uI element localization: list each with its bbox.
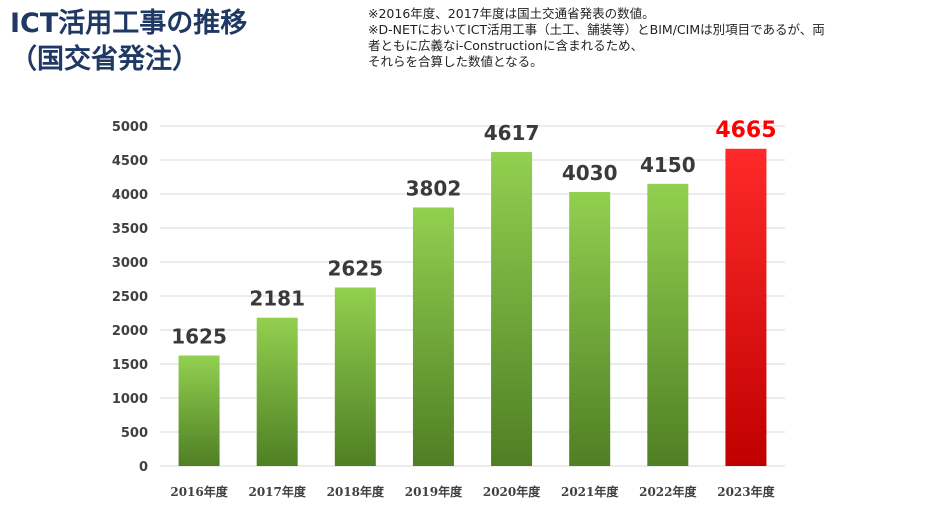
note-line-4: それらを合算した数値となる。 xyxy=(368,54,543,69)
bar-2021年度 xyxy=(569,191,611,466)
y-tick-label: 2500 xyxy=(112,290,148,305)
data-label: 4617 xyxy=(484,121,540,145)
y-tick-label: 3000 xyxy=(112,256,148,271)
data-label: 2625 xyxy=(327,257,383,281)
y-tick-label: 0 xyxy=(139,460,148,475)
chart-title-line1: ICT活用工事の推移 xyxy=(10,8,248,39)
bar-2020年度 xyxy=(491,152,533,466)
bar-2019年度 xyxy=(412,207,454,467)
x-tick-label: 2020年度 xyxy=(483,484,541,499)
bars xyxy=(178,148,767,467)
x-tick-label: 2017年度 xyxy=(248,484,306,499)
x-axis-ticks: 2016年度 2017年度 2018年度 2019年度 2020年度 2021年度 2022… xyxy=(170,484,775,499)
y-tick-label: 5000 xyxy=(112,120,148,135)
y-axis-ticks: 0 500 1000 1500 2000 2500 3000 3500 4000 4500 5000 xyxy=(112,120,148,475)
data-label: 2181 xyxy=(249,287,305,311)
x-tick-label: 2019年度 xyxy=(405,484,463,499)
y-tick-label: 4000 xyxy=(112,188,148,203)
bar-2016年度 xyxy=(178,355,220,466)
data-label: 1625 xyxy=(171,325,227,349)
y-tick-label: 3500 xyxy=(112,222,148,237)
x-tick-label: 2022年度 xyxy=(639,484,697,499)
y-tick-label: 4500 xyxy=(112,154,148,169)
y-tick-label: 2000 xyxy=(112,324,148,339)
bar-2018年度 xyxy=(334,287,376,466)
note-line-1: ※2016年度、2017年度は国土交通省発表の数値。 xyxy=(368,6,655,21)
x-tick-label: 2021年度 xyxy=(561,484,619,499)
data-label: 4665 xyxy=(715,118,776,143)
chart-notes: ※2016年度、2017年度は国土交通省発表の数値。 ※D-NETにおいてICT… xyxy=(368,6,918,70)
y-tick-label: 500 xyxy=(121,426,148,441)
chart-title: ICT活用工事の推移 （国交省発注） xyxy=(10,6,247,78)
note-line-2: ※D-NETにおいてICT活用工事（土工、舗装等）とBIM/CIMは別項目である… xyxy=(368,22,825,37)
y-tick-label: 1000 xyxy=(112,392,148,407)
chart-title-line2: （国交省発注） xyxy=(10,44,199,75)
note-line-3: 者ともに広義なi-Constructionに含まれるため、 xyxy=(368,38,644,53)
x-tick-label: 2023年度 xyxy=(717,484,775,499)
y-tick-label: 1500 xyxy=(112,358,148,373)
x-tick-label: 2016年度 xyxy=(170,484,228,499)
data-label: 3802 xyxy=(406,176,462,200)
x-tick-label: 2018年度 xyxy=(327,484,385,499)
bar-2017年度 xyxy=(256,317,298,466)
data-label: 4030 xyxy=(562,161,618,185)
bar-2022年度 xyxy=(647,183,689,467)
bar-2023年度 xyxy=(725,148,767,466)
data-labels: 1625 2181 2625 3802 4617 4030 4150 4665 xyxy=(171,118,776,349)
data-label: 4150 xyxy=(640,153,696,177)
